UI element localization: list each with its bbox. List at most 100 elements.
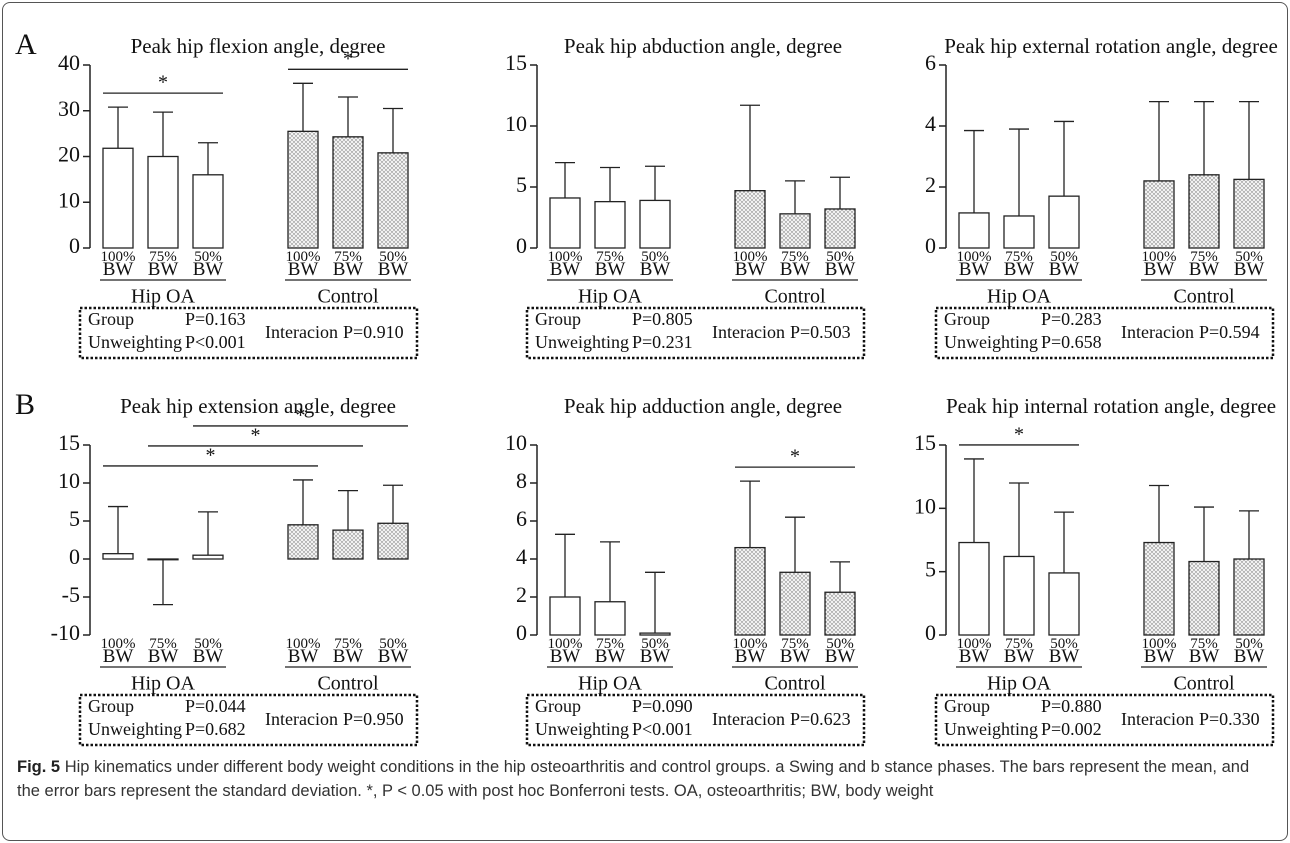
y-tick-label: 0 xyxy=(69,233,80,258)
y-tick-label: 2 xyxy=(516,582,527,607)
significance-label: * xyxy=(1014,424,1024,446)
y-tick-label: -10 xyxy=(51,620,80,645)
bar xyxy=(287,524,319,560)
x-tick-label: 100% BW xyxy=(101,636,136,667)
x-tick-label: 75% BW xyxy=(1189,636,1220,667)
x-tick-label: 50% BW xyxy=(825,636,856,667)
y-tick-label: 10 xyxy=(914,493,936,518)
group-label: Hip OA xyxy=(987,286,1051,308)
stats-value: P=0.231 xyxy=(632,332,693,352)
x-tick-label: 50% BW xyxy=(378,636,409,667)
y-tick-label: 15 xyxy=(58,430,80,455)
bar xyxy=(192,554,224,560)
x-tick-label: 50% BW xyxy=(193,249,224,280)
group-label: Hip OA xyxy=(131,286,195,308)
stats-label: Interacion xyxy=(265,322,338,342)
stats-value: P=0.002 xyxy=(1041,719,1102,739)
bar xyxy=(377,152,409,249)
x-tick-label: 50% BW xyxy=(1234,636,1265,667)
stats-label: Interacion xyxy=(1121,322,1194,342)
stats-label: Interacion xyxy=(265,709,338,729)
y-tick-label: 20 xyxy=(58,142,80,167)
group-label: Control xyxy=(1173,673,1235,695)
x-tick-label: 50% BW xyxy=(1049,249,1080,280)
chart-title: Peak hip adduction angle, degree xyxy=(564,394,842,418)
x-tick-label: 50% BW xyxy=(825,249,856,280)
significance-label: * xyxy=(158,72,168,94)
stats-value: P=0.910 xyxy=(343,322,404,342)
significance-label: * xyxy=(790,446,800,468)
stats-label: Unweighting xyxy=(944,719,1038,739)
y-tick-label: 0 xyxy=(516,233,527,258)
stats-value: P=0.623 xyxy=(790,709,851,729)
bar xyxy=(1143,180,1175,249)
bar xyxy=(549,596,581,636)
y-tick-label: 4 xyxy=(925,111,936,136)
y-tick-label: -5 xyxy=(62,582,80,607)
stats-label: Group xyxy=(944,696,990,716)
x-tick-label: 75% BW xyxy=(595,636,626,667)
y-tick-label: 15 xyxy=(505,50,527,75)
bar xyxy=(377,522,409,560)
stats-value: P=0.880 xyxy=(1041,696,1102,716)
bar xyxy=(639,199,671,249)
group-label: Hip OA xyxy=(131,673,195,695)
x-tick-label: 100% BW xyxy=(548,636,583,667)
stats-value: P=0.163 xyxy=(185,309,246,329)
group-label: Hip OA xyxy=(578,673,642,695)
y-tick-label: 5 xyxy=(925,557,936,582)
group-label: Control xyxy=(764,286,826,308)
stats-label: Group xyxy=(88,309,134,329)
group-label: Hip OA xyxy=(578,286,642,308)
bar xyxy=(287,130,319,249)
y-tick-label: 2 xyxy=(925,172,936,197)
stats-label: Interacion xyxy=(1121,709,1194,729)
stats-value: P=0.090 xyxy=(632,696,693,716)
stats-value: P=0.330 xyxy=(1199,709,1260,729)
y-tick-label: 30 xyxy=(58,96,80,121)
panel-label: A xyxy=(15,28,37,61)
stats-value: P=0.805 xyxy=(632,309,693,329)
y-tick-label: 15 xyxy=(914,430,936,455)
x-tick-label: 75% BW xyxy=(333,249,364,280)
stats-value: P<0.001 xyxy=(185,332,246,352)
bar xyxy=(779,571,811,636)
bar xyxy=(192,174,224,249)
bar xyxy=(734,546,766,636)
y-tick-label: 0 xyxy=(925,620,936,645)
x-tick-label: 100% BW xyxy=(548,249,583,280)
stats-value: P=0.044 xyxy=(185,696,246,716)
stats-label: Group xyxy=(88,696,134,716)
stats-box xyxy=(525,306,866,360)
x-tick-label: 100% BW xyxy=(286,249,321,280)
x-tick-label: 100% BW xyxy=(286,636,321,667)
chart-title: Peak hip flexion angle, degree xyxy=(131,34,386,58)
stats-label: Unweighting xyxy=(944,332,1038,352)
bar xyxy=(734,190,766,249)
x-tick-label: 50% BW xyxy=(640,636,671,667)
stats-label: Interacion xyxy=(712,322,785,342)
stats-value: P=0.682 xyxy=(185,719,246,739)
stats-box xyxy=(525,693,866,747)
stats-value: P=0.658 xyxy=(1041,332,1102,352)
stats-label: Unweighting xyxy=(535,332,629,352)
stats-value: P=0.950 xyxy=(343,709,404,729)
bar xyxy=(1233,178,1265,249)
bar xyxy=(102,553,134,560)
x-tick-label: 75% BW xyxy=(333,636,364,667)
stats-label: Unweighting xyxy=(88,719,182,739)
y-tick-label: 0 xyxy=(925,233,936,258)
y-tick-label: 5 xyxy=(516,172,527,197)
significance-label: * xyxy=(343,48,353,70)
chart-title: Peak hip external rotation angle, degree xyxy=(944,34,1278,58)
x-tick-label: 100% BW xyxy=(733,636,768,667)
bar xyxy=(1048,195,1080,249)
bar xyxy=(102,147,134,249)
x-tick-label: 75% BW xyxy=(148,636,179,667)
x-tick-label: 75% BW xyxy=(780,249,811,280)
y-tick-label: 5 xyxy=(69,506,80,531)
bar xyxy=(779,213,811,249)
y-tick-label: 10 xyxy=(58,187,80,212)
significance-label: * xyxy=(296,405,306,427)
y-tick-label: 10 xyxy=(505,430,527,455)
